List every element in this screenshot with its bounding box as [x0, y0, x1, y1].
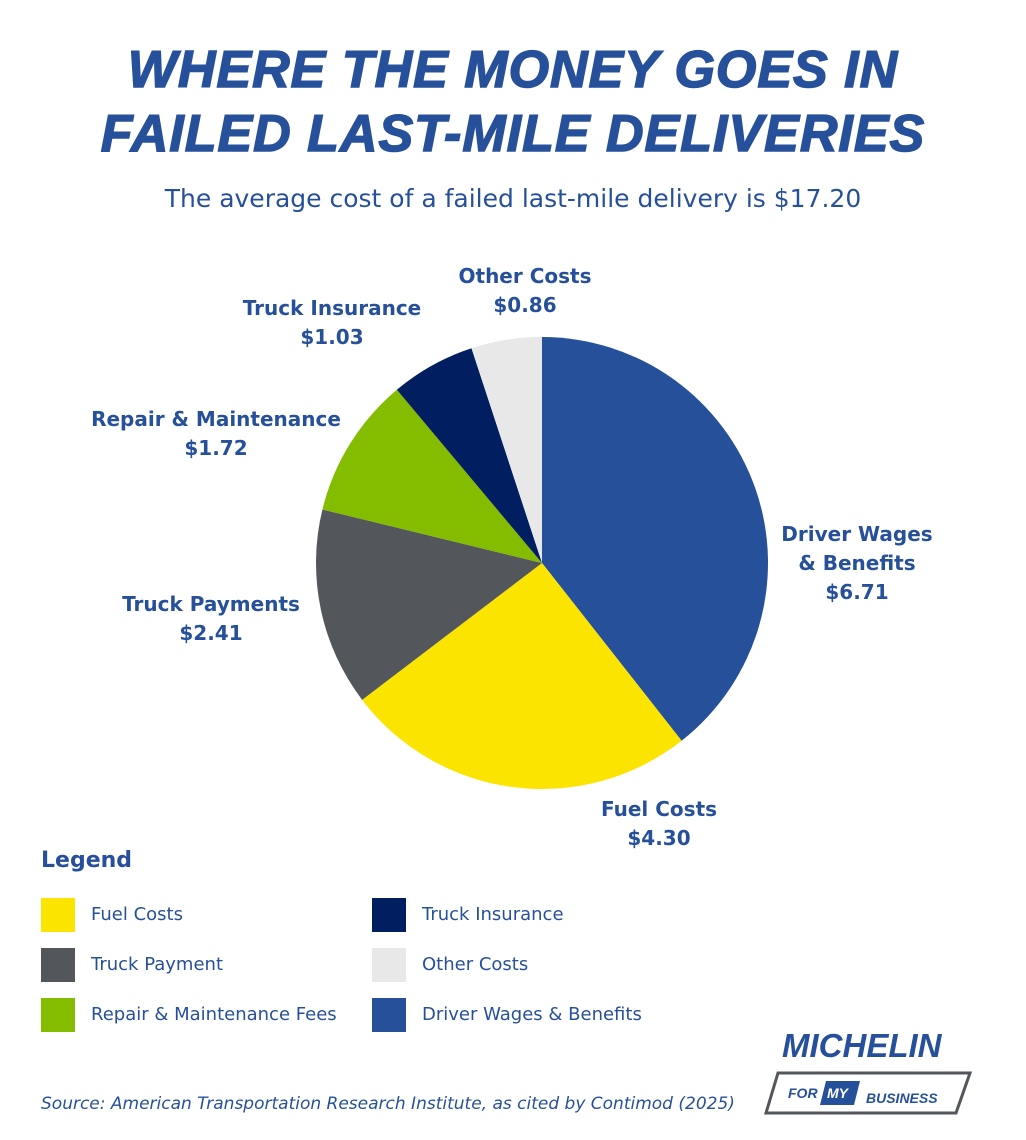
slice-value: $1.03	[300, 325, 364, 349]
slice-value: $2.41	[179, 621, 243, 645]
title-line: WHERE THE MONEY GOES IN	[127, 40, 899, 100]
slice-value: $0.86	[493, 293, 557, 317]
logo-frame	[763, 1071, 973, 1115]
source: Source: American Transportation Research…	[41, 1094, 735, 1114]
logo-my-box	[820, 1081, 860, 1105]
slice-label: Driver Wages & Benefits $6.71	[777, 520, 937, 607]
logo: MICHELIN FOR MY BUSINESS	[763, 1027, 973, 1115]
pie-slice	[316, 509, 542, 700]
slice-name: Other Costs	[458, 264, 592, 288]
slice-name: Fuel Costs	[600, 797, 718, 821]
slice-label: Other Costs $0.86	[425, 262, 625, 320]
pie-slice	[471, 337, 542, 563]
slice-name: Driver Wages & Benefits	[781, 522, 933, 575]
slice-name: Repair & Maintenance	[91, 407, 341, 431]
legend-label: Fuel Costs	[91, 904, 183, 925]
legend-swatch	[372, 998, 406, 1032]
logo-my: MY	[827, 1085, 850, 1101]
subtitle: The average cost of a failed last-mile d…	[164, 184, 862, 213]
legend-swatch	[372, 898, 406, 932]
slice-label: Truck Payments $2.41	[91, 590, 331, 648]
slice-name: Truck Insurance	[242, 296, 422, 320]
legend-label: Truck Insurance	[422, 904, 564, 925]
legend-label: Truck Payment	[91, 954, 224, 975]
slice-value: $1.72	[184, 436, 248, 460]
title-line: FAILED LAST-MILE DELIVERIES	[100, 104, 926, 164]
slice-value: $6.71	[825, 580, 889, 604]
pie-slice	[322, 389, 542, 563]
logo-business: BUSINESS	[866, 1090, 938, 1106]
legend-swatch	[372, 948, 406, 982]
pie-slice	[542, 337, 768, 741]
slice-label: Fuel Costs $4.30	[559, 795, 759, 853]
slice-label: Truck Insurance $1.03	[212, 294, 452, 352]
pie-slice	[396, 348, 542, 563]
legend-swatch	[41, 998, 75, 1032]
pie-slice	[362, 563, 682, 789]
slice-name: Truck Payments	[122, 592, 300, 616]
legend-title: Legend	[41, 848, 133, 873]
legend-label: Driver Wages & Benefits	[422, 1004, 642, 1025]
logo-for: FOR	[788, 1085, 818, 1101]
legend-label: Repair & Maintenance Fees	[91, 1004, 337, 1025]
legend-swatch	[41, 948, 75, 982]
slice-label: Repair & Maintenance $1.72	[76, 405, 356, 463]
slice-value: $4.30	[627, 826, 691, 850]
legend-label: Other Costs	[422, 954, 529, 975]
logo-brand: MICHELIN	[782, 1027, 943, 1064]
legend-swatch	[41, 898, 75, 932]
